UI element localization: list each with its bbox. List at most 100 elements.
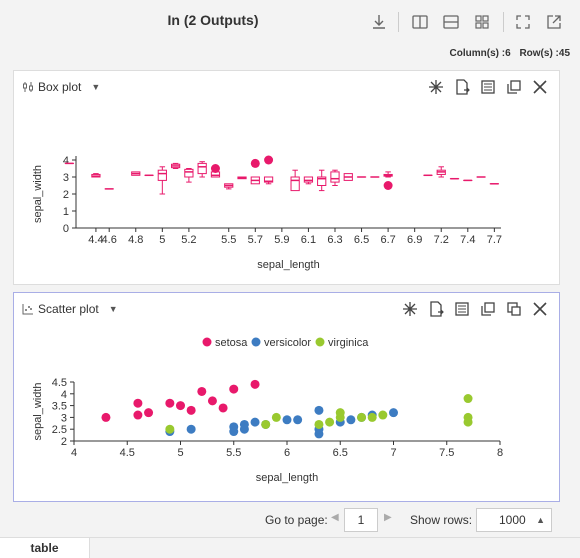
x-tick-label: 5.5 bbox=[221, 234, 236, 246]
x-tick-label: 6.3 bbox=[327, 234, 342, 246]
scatter-point-setosa bbox=[197, 387, 206, 396]
scatter-point-virginica bbox=[336, 408, 345, 417]
x-tick-label: 6.5 bbox=[333, 447, 348, 459]
header-divider bbox=[398, 12, 399, 32]
x-tick-label: 4.6 bbox=[102, 234, 117, 246]
legend-label: setosa bbox=[215, 337, 248, 349]
row-count: Row(s) :45 bbox=[519, 48, 570, 59]
dataset-counts: Column(s) :6 Row(s) :45 bbox=[444, 48, 570, 59]
y-tick-label: 4 bbox=[61, 389, 67, 401]
x-tick-label: 5.7 bbox=[248, 234, 263, 246]
output-header: In (2 Outputs) bbox=[0, 0, 580, 44]
y-tick-label: 4.5 bbox=[52, 377, 67, 389]
scatter-point-virginica bbox=[325, 418, 334, 427]
x-tick-label: 6.5 bbox=[354, 234, 369, 246]
rows-select[interactable]: 1000 ▲ bbox=[476, 508, 552, 532]
x-tick-label: 7.7 bbox=[487, 234, 502, 246]
output-title: In (2 Outputs) bbox=[0, 12, 426, 28]
header-divider bbox=[503, 12, 504, 32]
y-tick-label: 2.5 bbox=[52, 424, 67, 436]
y-tick-label: 0 bbox=[63, 223, 69, 235]
pagination-bar: Go to page: ◀ 1 ▶ Show rows: 1000 ▲ bbox=[0, 505, 580, 535]
box-body bbox=[304, 177, 312, 182]
scatter-point-versicolor bbox=[346, 415, 355, 424]
x-tick-label: 5.5 bbox=[226, 447, 241, 459]
y-tick-label: 4 bbox=[63, 155, 69, 167]
fullscreen-icon[interactable] bbox=[513, 12, 533, 32]
column-count: Column(s) :6 bbox=[450, 48, 511, 59]
scatter-point-setosa bbox=[229, 385, 238, 394]
split-horizontal-icon[interactable] bbox=[441, 12, 461, 32]
show-rows-label: Show rows: bbox=[410, 513, 472, 527]
grid-icon[interactable] bbox=[472, 12, 492, 32]
scatter-point-setosa bbox=[165, 399, 174, 408]
open-external-icon[interactable] bbox=[544, 12, 564, 32]
scatter-point-versicolor bbox=[251, 418, 260, 427]
next-page-icon[interactable]: ▶ bbox=[384, 512, 392, 523]
x-tick-label: 7.5 bbox=[439, 447, 454, 459]
page-input[interactable]: 1 bbox=[344, 508, 378, 532]
split-vertical-icon[interactable] bbox=[410, 12, 430, 32]
download-icon[interactable] bbox=[369, 12, 389, 32]
scatter-point-virginica bbox=[368, 413, 377, 422]
x-tick-label: 4.8 bbox=[128, 234, 143, 246]
goto-page-label: Go to page: bbox=[265, 513, 328, 527]
scatter-point-versicolor bbox=[187, 425, 196, 434]
scatter-point-virginica bbox=[378, 411, 387, 420]
x-tick-label: 8 bbox=[497, 447, 503, 459]
scatter-point-virginica bbox=[464, 394, 473, 403]
y-tick-label: 3 bbox=[61, 412, 67, 424]
y-tick-label: 3.5 bbox=[52, 401, 67, 413]
scatter-point-versicolor bbox=[240, 420, 249, 429]
legend-marker bbox=[252, 338, 261, 347]
y-axis-label: sepal_width bbox=[32, 165, 44, 223]
x-tick-label: 6 bbox=[284, 447, 290, 459]
x-tick-label: 7.4 bbox=[460, 234, 475, 246]
scatter-point-setosa bbox=[101, 413, 110, 422]
x-tick-label: 5.2 bbox=[181, 234, 196, 246]
x-tick-label: 6.7 bbox=[380, 234, 395, 246]
chevron-up-icon: ▲ bbox=[536, 509, 545, 531]
scatter-point-virginica bbox=[272, 413, 281, 422]
scatter-point-virginica bbox=[165, 425, 174, 434]
scatter-point-setosa bbox=[176, 401, 185, 410]
x-tick-label: 7.2 bbox=[434, 234, 449, 246]
y-tick-label: 2 bbox=[61, 436, 67, 448]
box-outlier-point bbox=[384, 181, 393, 190]
legend-marker bbox=[203, 338, 212, 347]
scatter-point-virginica bbox=[314, 420, 323, 429]
x-axis-label: sepal_length bbox=[256, 472, 318, 484]
scatter-point-setosa bbox=[187, 406, 196, 415]
x-tick-label: 5 bbox=[159, 234, 165, 246]
scatter-point-versicolor bbox=[293, 415, 302, 424]
x-tick-label: 4 bbox=[71, 447, 77, 459]
x-tick-label: 4.5 bbox=[120, 447, 135, 459]
prev-page-icon[interactable]: ◀ bbox=[331, 512, 339, 523]
tab-table[interactable]: table bbox=[0, 538, 90, 558]
x-tick-label: 6.1 bbox=[301, 234, 316, 246]
box-outlier-point bbox=[264, 156, 273, 165]
rows-select-value: 1000 bbox=[499, 513, 526, 527]
scatter-point-setosa bbox=[219, 403, 228, 412]
scatter-point-virginica bbox=[261, 420, 270, 429]
legend-label: versicolor bbox=[264, 337, 311, 349]
scatter-point-versicolor bbox=[283, 415, 292, 424]
scatter-point-versicolor bbox=[229, 422, 238, 431]
box-body bbox=[185, 169, 193, 177]
box-body bbox=[198, 163, 206, 173]
box-body bbox=[331, 172, 339, 182]
y-tick-label: 3 bbox=[63, 172, 69, 184]
scatter-point-virginica bbox=[357, 413, 366, 422]
legend-marker bbox=[316, 338, 325, 347]
x-axis-label: sepal_length bbox=[257, 259, 319, 271]
output-tabbar: table bbox=[0, 537, 580, 557]
scatter-point-virginica bbox=[464, 418, 473, 427]
scatter-point-setosa bbox=[133, 399, 142, 408]
legend-label: virginica bbox=[328, 337, 369, 349]
box-body bbox=[291, 177, 299, 191]
